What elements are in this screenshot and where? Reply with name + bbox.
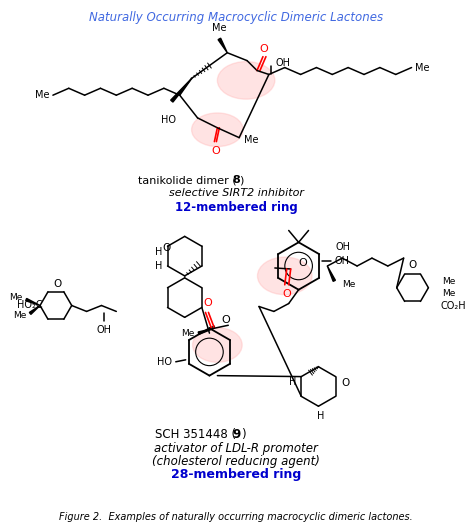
Text: OH: OH	[97, 326, 112, 335]
Polygon shape	[171, 78, 191, 102]
Text: O: O	[203, 299, 212, 309]
Text: Figure 2.  Examples of naturally occurring macrocyclic dimeric lactones.: Figure 2. Examples of naturally occurrin…	[59, 512, 413, 522]
Text: selective SIRT2 inhibitor: selective SIRT2 inhibitor	[169, 188, 304, 198]
Text: ): )	[241, 428, 246, 441]
Text: H: H	[289, 376, 297, 386]
Text: O: O	[163, 243, 171, 253]
Text: Me: Me	[13, 311, 26, 320]
Text: O: O	[299, 258, 307, 268]
Text: O: O	[283, 289, 291, 299]
Text: OH: OH	[336, 242, 351, 252]
Polygon shape	[328, 266, 336, 281]
Text: O: O	[341, 377, 349, 387]
Text: SCH 351448 (: SCH 351448 (	[155, 428, 236, 441]
Text: ): )	[239, 175, 244, 185]
Text: Naturally Occurring Macrocyclic Dimeric Lactones: Naturally Occurring Macrocyclic Dimeric …	[89, 11, 383, 24]
Polygon shape	[26, 298, 40, 306]
Text: 28-membered ring: 28-membered ring	[171, 468, 301, 481]
Text: 8: 8	[232, 175, 240, 185]
Text: O: O	[409, 260, 417, 270]
Polygon shape	[198, 328, 214, 334]
Text: 9: 9	[232, 428, 240, 441]
Text: OH: OH	[334, 256, 349, 266]
Polygon shape	[218, 38, 228, 52]
Text: H: H	[155, 247, 162, 257]
Text: O: O	[54, 279, 62, 289]
Text: CO₂H: CO₂H	[440, 300, 466, 310]
Text: HO: HO	[161, 115, 176, 125]
Text: Me: Me	[181, 329, 195, 338]
Text: tanikolide dimer (: tanikolide dimer (	[137, 175, 236, 185]
Text: O: O	[211, 145, 220, 155]
Text: HO₂C: HO₂C	[18, 300, 43, 310]
Text: Me: Me	[36, 90, 50, 100]
Ellipse shape	[191, 113, 243, 146]
Text: Me: Me	[442, 289, 456, 298]
Text: Me: Me	[212, 23, 227, 33]
Ellipse shape	[218, 61, 275, 99]
Text: O: O	[221, 316, 230, 326]
Text: (cholesterol reducing agent): (cholesterol reducing agent)	[152, 455, 320, 468]
Text: Me: Me	[415, 62, 429, 72]
Text: O: O	[260, 44, 268, 54]
Text: Me: Me	[442, 277, 456, 286]
Ellipse shape	[192, 328, 242, 362]
Text: HO: HO	[157, 357, 172, 367]
Text: Me: Me	[342, 280, 356, 289]
Text: Me: Me	[244, 134, 259, 144]
Text: Me: Me	[9, 293, 22, 302]
Text: 12-membered ring: 12-membered ring	[175, 201, 298, 214]
Text: H: H	[155, 261, 162, 271]
Polygon shape	[29, 306, 40, 314]
Text: H: H	[317, 411, 324, 421]
Text: activator of LDL-R promoter: activator of LDL-R promoter	[154, 442, 318, 455]
Ellipse shape	[257, 257, 312, 295]
Text: OH: OH	[276, 58, 291, 68]
